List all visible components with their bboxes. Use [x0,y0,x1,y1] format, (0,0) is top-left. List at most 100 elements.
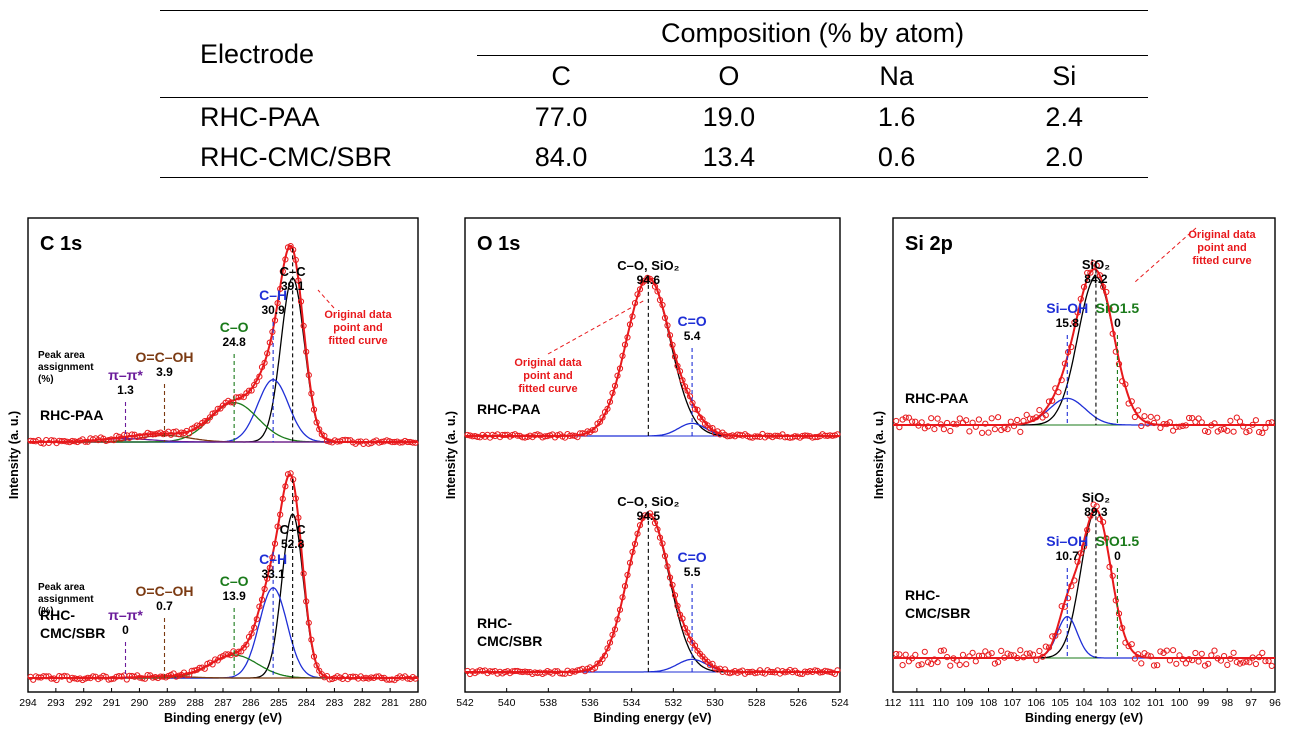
data-point [1052,632,1059,639]
data-point [300,570,307,577]
x-tick-label: 283 [326,697,344,709]
data-point [1198,419,1205,426]
x-tick-label: 536 [581,697,599,709]
data-point [344,437,351,444]
data-point [1221,425,1228,433]
data-point [1093,503,1100,510]
data-point [183,672,190,679]
data-point [277,511,284,518]
electrode-header: Electrode [200,38,315,69]
data-point [1071,577,1078,584]
data-point [349,673,357,680]
data-point [606,639,614,646]
data-point [947,662,954,669]
x-tick-label: 102 [1123,697,1141,709]
data-point [982,420,989,427]
data-point [1243,658,1250,665]
x-tick-label: 284 [298,697,316,709]
data-point [409,439,416,446]
data-point [611,626,619,633]
data-point [253,378,260,385]
sample-label: CMC/SBR [40,625,105,641]
data-point [1157,424,1164,431]
component-value: 10.7 [1056,549,1080,563]
data-point [243,641,250,648]
component-label: C–O, SiO₂ [617,258,679,273]
data-point [947,427,954,435]
data-point [1201,427,1209,434]
sample-1: RHC- CMC/SBR C–C52.3C–H33.1 C–O13.9 O=C–OH0.… [27,470,419,684]
data-point [661,552,669,560]
table-row: RHC-PAA 77.0 19.0 1.6 2.4 [160,98,1148,138]
data-point [1186,414,1193,422]
x-tick-label: 100 [1171,697,1189,709]
data-point [982,648,989,655]
data-point [899,416,906,423]
composition-table-container: Electrode Composition (% by atom) C O Na… [160,10,1148,178]
data-point [1227,417,1234,424]
cell-value: 13.4 [702,141,756,172]
data-point [1106,563,1113,570]
data-point [297,298,305,305]
data-point [1224,427,1231,434]
data-point [1052,385,1059,392]
cell-value: 0.6 [877,141,916,172]
component-label: Si–OH [1046,300,1088,316]
data-point [1138,422,1145,430]
data-point [1119,624,1126,632]
data-point [284,471,292,478]
x-tick-label: 101 [1147,697,1165,709]
data-point [110,437,117,444]
data-point [601,652,609,659]
data-point [1058,377,1065,384]
column-header: Na [879,61,914,91]
data-point [751,670,759,677]
data-point [629,548,636,556]
component-value: 24.8 [222,335,246,349]
component-value: 94.5 [637,509,661,523]
data-point [953,657,960,664]
spectrum-panel-0: 294 293 292 291 290 289 288 287 286 285 284 283 282 2… [7,217,427,725]
data-point [212,656,219,663]
data-point [186,430,193,437]
data-point [209,410,216,417]
data-point [1233,659,1240,666]
data-point [1214,428,1221,435]
data-point [1179,422,1186,429]
component-value: 0 [1114,316,1121,330]
data-point [201,665,208,672]
data-point [915,662,922,669]
data-point [902,651,909,658]
x-axis-label: Binding energy (eV) [1025,711,1143,725]
data-point [940,647,948,654]
x-tick-label: 293 [47,697,65,709]
data-point [669,341,676,349]
data-point [963,661,970,668]
data-point [1150,662,1158,669]
data-point [191,667,198,674]
x-tick-label: 538 [540,697,558,709]
plot-frame [464,217,841,693]
data-point [1017,647,1024,654]
data-point [985,651,992,658]
data-point [1103,288,1110,296]
data-point [295,277,302,284]
data-point [1065,349,1072,356]
data-point [1208,422,1215,429]
data-point [909,418,916,425]
data-point [928,415,935,422]
component-label: SiO1.5 [1096,300,1140,316]
column-header: Si [1052,61,1077,91]
data-point [1115,610,1123,617]
data-point [1135,651,1142,658]
data-point [912,418,919,425]
data-point [671,353,679,360]
data-point [251,624,258,631]
component-value: 89.3 [1084,505,1108,519]
data-point [1154,414,1161,421]
assignment-label: Peak area [38,582,85,593]
annotation-text: point and [333,322,383,334]
data-point [604,645,611,652]
data-point [691,642,699,649]
spectrum-panel-1: 542 540 538 536 534 532 530 528 526 524 Binding en… [444,217,849,725]
